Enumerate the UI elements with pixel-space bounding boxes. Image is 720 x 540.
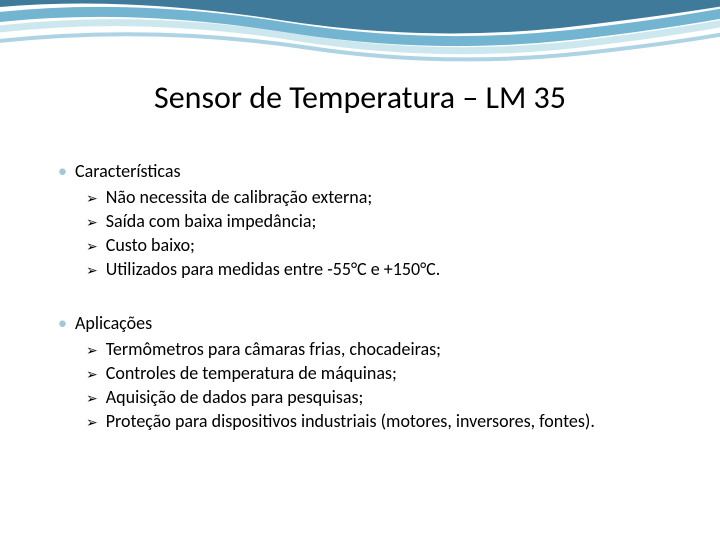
arrow-icon: ➢ bbox=[86, 366, 98, 383]
arrow-icon: ➢ bbox=[86, 238, 98, 255]
list-item: ➢ Controles de temperatura de máquinas; bbox=[86, 362, 668, 384]
arrow-icon: ➢ bbox=[86, 342, 98, 359]
item-text: Utilizados para medidas entre -55°C e +1… bbox=[106, 258, 441, 280]
list-item: ➢ Aquisição de dados para pesquisas; bbox=[86, 386, 668, 408]
list-item: ➢ Não necessita de calibração externa; bbox=[86, 186, 668, 208]
section-caracteristicas: • Características ➢ Não necessita de cal… bbox=[58, 160, 668, 280]
slide-content: • Características ➢ Não necessita de cal… bbox=[58, 160, 668, 464]
section-header: • Aplicações bbox=[58, 312, 668, 334]
arrow-icon: ➢ bbox=[86, 414, 98, 431]
item-text: Termômetros para câmaras frias, chocadei… bbox=[106, 338, 441, 360]
item-text: Não necessita de calibração externa; bbox=[106, 186, 372, 208]
wave-svg bbox=[0, 0, 720, 75]
slide-title: Sensor de Temperatura – LM 35 bbox=[0, 78, 720, 117]
arrow-icon: ➢ bbox=[86, 190, 98, 207]
bullet-icon: • bbox=[58, 162, 67, 180]
list-item: ➢ Saída com baixa impedância; bbox=[86, 210, 668, 232]
item-text: Aquisição de dados para pesquisas; bbox=[106, 386, 364, 408]
list-item: ➢ Utilizados para medidas entre -55°C e … bbox=[86, 258, 668, 280]
item-text: Custo baixo; bbox=[106, 234, 195, 256]
sub-list: ➢ Não necessita de calibração externa; ➢… bbox=[86, 186, 668, 280]
list-item: ➢ Termômetros para câmaras frias, chocad… bbox=[86, 338, 668, 360]
sub-list: ➢ Termômetros para câmaras frias, chocad… bbox=[86, 338, 668, 432]
item-text: Saída com baixa impedância; bbox=[106, 210, 317, 232]
section-heading: Aplicações bbox=[75, 312, 152, 334]
arrow-icon: ➢ bbox=[86, 214, 98, 231]
section-aplicacoes: • Aplicações ➢ Termômetros para câmaras … bbox=[58, 312, 668, 432]
item-text: Controles de temperatura de máquinas; bbox=[106, 362, 397, 384]
arrow-icon: ➢ bbox=[86, 390, 98, 407]
wave-decoration bbox=[0, 0, 720, 75]
list-item: ➢ Proteção para dispositivos industriais… bbox=[86, 410, 668, 432]
arrow-icon: ➢ bbox=[86, 262, 98, 279]
item-text: Proteção para dispositivos industriais (… bbox=[106, 410, 595, 432]
section-heading: Características bbox=[75, 160, 181, 182]
bullet-icon: • bbox=[58, 314, 67, 332]
section-header: • Características bbox=[58, 160, 668, 182]
list-item: ➢ Custo baixo; bbox=[86, 234, 668, 256]
